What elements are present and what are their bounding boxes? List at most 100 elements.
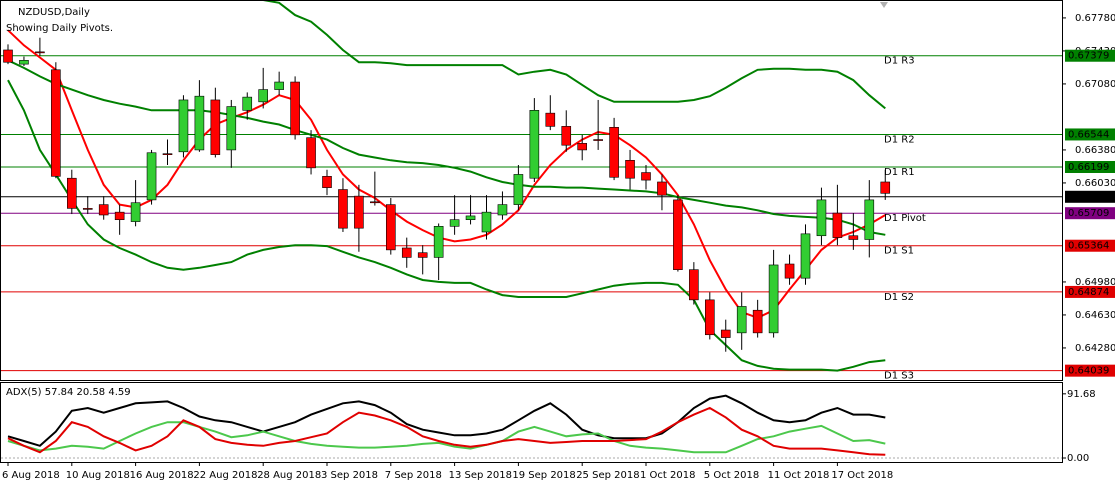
candle-body [673,199,683,270]
y-tick-label: 0.64280 [1075,343,1115,354]
pivot-price: 0.67379 [1068,51,1109,62]
candle-body [433,226,444,258]
candle-body [162,153,173,155]
pivot-price-box [1065,128,1115,141]
candle-body [370,201,380,204]
x-tick-label: 3 Sep 2018 [321,470,378,481]
y-tick-label: 0.66030 [1075,178,1115,189]
candle-body [274,81,284,90]
candle-body [880,181,891,194]
x-tick-label: 25 Sep 2018 [576,470,639,481]
pivot-price: 0.66199 [1068,162,1109,173]
candle-body [19,60,29,65]
candle-body [545,112,556,127]
candle-body [465,215,476,221]
x-tick-label: 13 Sep 2018 [449,470,512,481]
adx-line [7,421,886,454]
candle-body [593,139,603,141]
candle-body [67,177,77,209]
adx-line [7,406,886,456]
indicator-line [7,59,886,236]
candle-body [561,126,572,146]
pivot-price: 0.65709 [1068,208,1109,219]
pivot-price: 0.64874 [1068,287,1109,298]
candle-body [3,49,13,63]
pivot-name: D1 S1 [884,246,914,257]
x-tick-label: 5 Oct 2018 [704,470,759,481]
pivot-price-box [1065,49,1115,62]
bid-price: 0.65883 [1068,192,1109,203]
candle-body [577,143,588,151]
candle-body [848,235,859,240]
candle-body [146,152,157,201]
x-tick-label: 11 Oct 2018 [768,470,830,481]
x-tick-label: 10 Aug 2018 [66,470,130,481]
x-tick-label: 6 Aug 2018 [2,470,60,481]
y-tick-label: 0.66380 [1075,145,1115,156]
overlay: 0.677800.674300.670800.663800.660300.649… [2,13,1115,481]
indicator-plot [1,394,1062,459]
pivot-price-box [1065,364,1115,377]
y-tick-label: 0.67780 [1075,13,1115,24]
candle-body [657,181,667,196]
main-plot [1,1,1062,372]
indicator-frame [0,382,1063,463]
pivot-price-box [1065,207,1115,220]
y-tick-label: 0.00 [1067,453,1089,464]
candle-body [513,174,524,205]
chart-title: NZDUSD,Daily [18,7,90,18]
candle-body [385,204,396,251]
y-tick-label: 91.68 [1067,389,1096,400]
candle-body [194,95,205,151]
candle-body [322,176,332,188]
candle-body [226,106,237,151]
pivot-name: D1 S3 [884,371,914,382]
candle-body [832,212,843,238]
x-tick-label: 7 Sep 2018 [385,470,442,481]
indicator-title: ADX(5) 57.84 20.58 4.59 [6,387,131,398]
candle-body [210,99,221,155]
candle-body [481,211,492,233]
candle-body [720,329,731,338]
candle-body [114,211,125,221]
pivot-name: D1 R2 [884,134,915,145]
pivot-price-box [1065,239,1115,252]
bid-price-box [1065,190,1115,203]
pivot-name: D1 R1 [884,167,915,178]
candle-body [178,99,189,153]
candle-body [98,204,109,216]
y-tick-label: 0.64630 [1075,310,1115,321]
candle-body [242,96,253,111]
candle-body [704,299,715,336]
pivot-name: D1 S2 [884,292,914,303]
pivot-name: D1 R3 [884,56,915,67]
pivot-price: 0.64039 [1068,366,1109,377]
candle-body [258,89,269,103]
chart-subtitle: Showing Daily Pivots. [6,23,113,34]
x-tick-label: 16 Aug 2018 [130,470,194,481]
candle-body [800,233,811,279]
x-tick-label: 19 Sep 2018 [512,470,575,481]
candle-body [625,159,635,179]
x-tick-label: 22 Aug 2018 [193,470,257,481]
pivot-name: D1 Pivot [884,213,926,224]
candle-body [82,208,93,210]
candle-body [290,81,300,136]
x-tick-label: 17 Oct 2018 [831,470,893,481]
candle-body [449,219,460,227]
y-tick-label: 0.64980 [1075,277,1115,288]
x-tick-label: 28 Aug 2018 [257,470,321,481]
candle-body [497,204,508,216]
candle-body [306,137,316,169]
candle-body [609,126,619,178]
pivot-price: 0.65364 [1068,241,1109,252]
candle-body [752,309,763,334]
y-tick-label: 0.67080 [1075,79,1115,90]
adx-line [7,394,886,447]
candle-body [401,247,412,258]
candle-body [768,264,779,334]
candle-body [51,69,61,177]
candle-body [784,263,795,279]
x-tick-label: 1 Oct 2018 [640,470,695,481]
